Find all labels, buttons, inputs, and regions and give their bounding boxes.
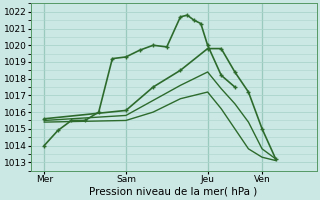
X-axis label: Pression niveau de la mer( hPa ): Pression niveau de la mer( hPa ) [90, 187, 258, 197]
